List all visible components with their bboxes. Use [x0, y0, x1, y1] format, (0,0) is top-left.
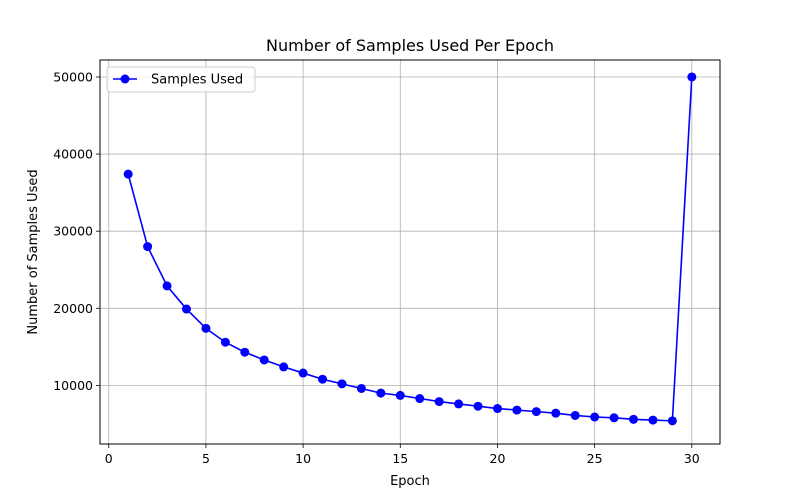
plot-frame [99, 59, 721, 445]
x-tick-label: 20 [490, 451, 506, 466]
x-tick-label: 5 [202, 451, 210, 466]
data-point [298, 368, 308, 378]
data-point [395, 390, 405, 400]
data-point [279, 362, 289, 372]
data-point [376, 388, 386, 398]
data-point [162, 281, 172, 291]
data-point [181, 304, 191, 314]
data-point [687, 72, 697, 82]
legend-box [106, 66, 256, 93]
data-point [609, 413, 619, 423]
data-point [434, 397, 444, 407]
y-axis-title: Number of Samples Used [26, 169, 41, 334]
data-point [629, 414, 639, 424]
x-axis-title: Epoch [390, 474, 430, 489]
legend-label: Samples Used [151, 73, 243, 88]
data-point [356, 383, 366, 393]
data-point [551, 408, 561, 418]
data-point [415, 394, 425, 404]
data-point [201, 323, 211, 333]
data-point [512, 405, 522, 415]
y-tick-label: 50000 [53, 69, 93, 84]
data-point [492, 404, 502, 414]
data-point [454, 399, 464, 409]
data-point [570, 410, 580, 420]
y-tick-label: 20000 [53, 301, 93, 316]
data-point [123, 169, 133, 179]
legend: Samples Used [106, 66, 256, 93]
x-tick-label: 0 [105, 451, 113, 466]
grid [100, 60, 720, 444]
data-point [318, 374, 328, 384]
data-point [240, 347, 250, 357]
legend-marker [120, 74, 130, 84]
chart-title: Number of Samples Used Per Epoch [266, 36, 554, 55]
data-point [590, 412, 600, 422]
data-point [220, 337, 230, 347]
x-tick-label: 25 [587, 451, 603, 466]
x-tick-label: 10 [295, 451, 311, 466]
data-point [337, 379, 347, 389]
data-point [531, 407, 541, 417]
data-point [143, 242, 153, 252]
data-point [648, 415, 658, 425]
y-tick-label: 40000 [53, 147, 93, 162]
axis-ticks: 0 5 10 15 20 25 30 10000 20000 30000 40000 50000 [53, 69, 700, 466]
data-point [667, 416, 677, 426]
y-tick-label: 30000 [53, 224, 93, 239]
data-point [473, 401, 483, 411]
x-tick-label: 30 [684, 451, 700, 466]
series-layer [123, 72, 697, 426]
y-tick-label: 10000 [53, 378, 93, 393]
x-tick-label: 15 [392, 451, 408, 466]
data-point [259, 355, 269, 365]
